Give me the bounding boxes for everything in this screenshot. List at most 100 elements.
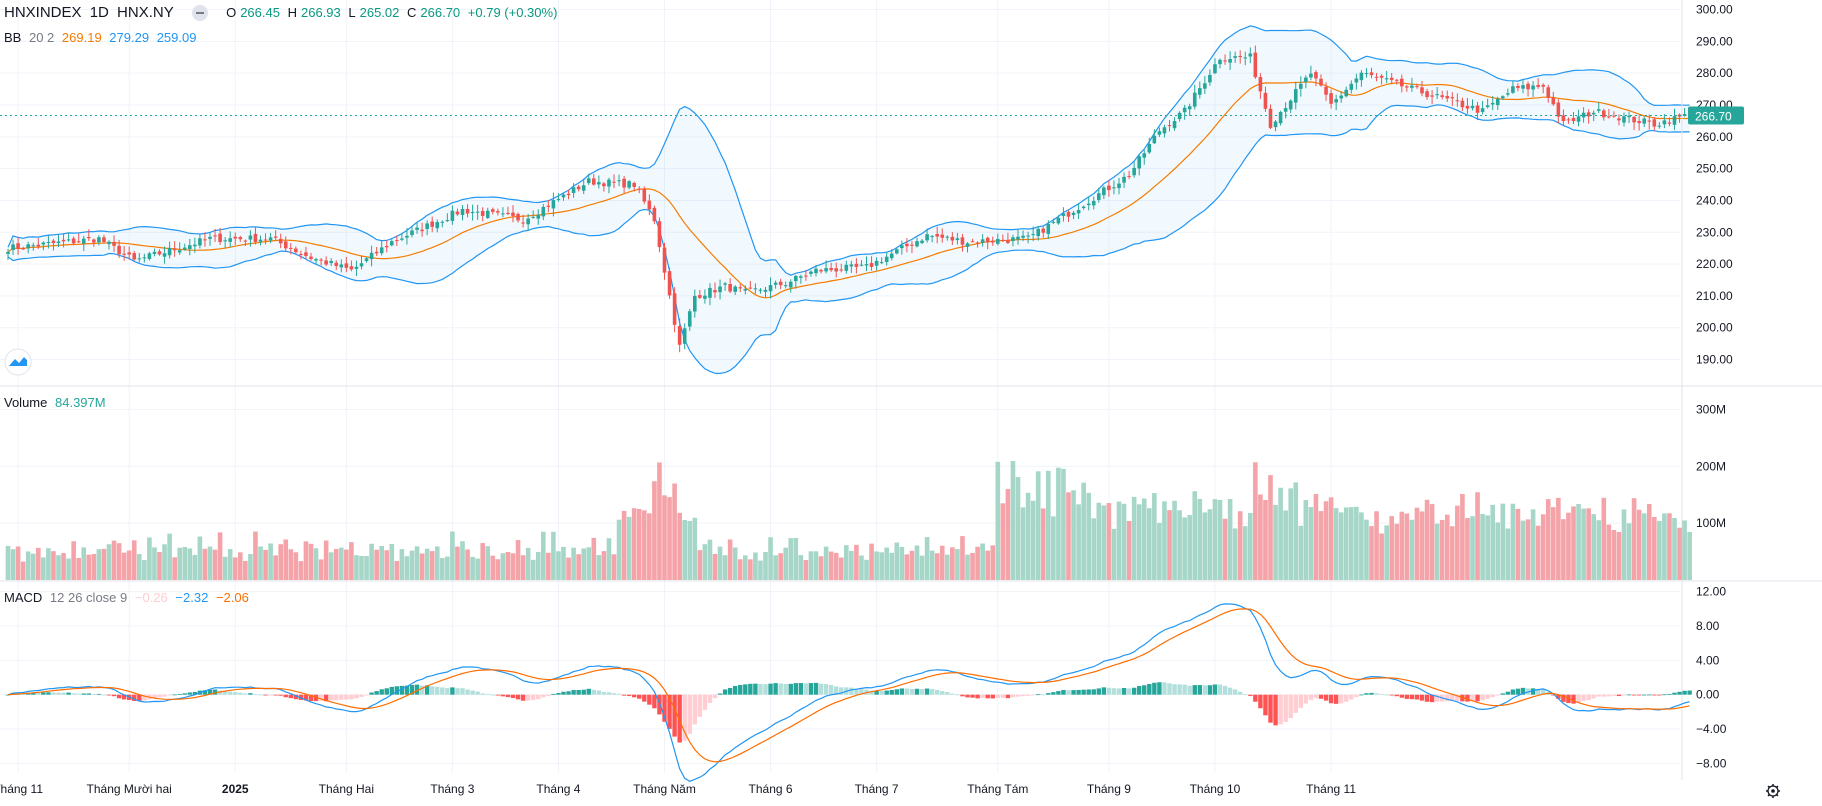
volume-bar [1505,528,1511,580]
candle [743,285,748,295]
volume-bar [414,546,420,580]
candle [753,283,758,294]
ohlc-values: O 266.45 H 266.93 L 265.02 C 266.70 +0.79 (+… [226,5,561,20]
bb-band-fill [8,25,1690,374]
macd-histogram-bar [914,688,920,695]
candle [1511,80,1515,94]
volume-bar [556,551,561,580]
candle [1026,231,1030,244]
volume-bar [137,554,142,580]
volume-bar [409,550,415,580]
candle [925,228,929,243]
candle [1389,73,1394,85]
volume-bar [1005,488,1011,580]
volume-bar [1046,470,1051,580]
candle [1566,117,1571,124]
volume-bar [1212,499,1218,580]
symbol-exchange[interactable]: HNX.NY [117,4,174,21]
macd-histogram-bar [823,684,829,695]
volume-bar [1662,513,1667,580]
collapse-legend-icon[interactable] [191,5,208,22]
candle [6,248,10,260]
candle [87,229,91,242]
volume-bar [111,540,117,580]
candle [97,235,101,246]
candle [809,270,813,277]
macd-histogram-bar [899,688,905,695]
macd-histogram-bar [1066,690,1071,695]
volume-bar [1450,526,1455,580]
macd-histogram-bar [591,689,596,695]
volume-bar [945,554,950,580]
volume-bar [1515,508,1521,580]
candle [1304,75,1308,89]
symbol-interval[interactable]: 1D [89,4,109,21]
macd-histogram-bar [929,689,935,695]
volume-legend[interactable]: Volume 84.397M [4,395,110,410]
volume-bar [914,545,920,580]
candle [647,194,652,216]
macd-histogram-bar [965,694,970,698]
candle [1622,112,1626,127]
macd-histogram-bar [66,692,71,695]
volume-bar [1318,511,1324,580]
candle [1041,226,1046,238]
candle [203,232,207,247]
candle [258,235,263,246]
macd-histogram-bar [36,692,41,695]
candle [122,246,126,261]
macd-legend[interactable]: MACD 12 26 close 9 −0.26 −2.32 −2.06 [4,590,253,605]
macd-histogram-bar [1131,687,1137,695]
volume-bar [1343,507,1349,580]
time-tick-label: Tháng 4 [536,782,580,796]
volume-bar [61,553,66,580]
volume-bar [768,537,773,580]
volume-bar [1056,467,1061,580]
candle [1258,73,1263,99]
open-value: 266.45 [240,5,280,20]
candle [11,239,15,256]
volume-bar [177,547,182,580]
candle [1011,234,1015,247]
candle [460,205,465,221]
macd-histogram-bar [985,694,990,699]
macd-histogram-bar [303,694,309,701]
macd-histogram-bar [253,694,258,696]
macd-histogram-bar [1642,694,1647,696]
settings-gear-icon[interactable] [1766,784,1780,798]
candle [1319,74,1323,87]
volume-bar [197,536,203,580]
volume-bar [1177,510,1182,580]
symbol-name[interactable]: HNXINDEX [4,4,82,21]
macd-histogram-bar [51,692,56,695]
macd-histogram-bar [273,694,278,696]
macd-histogram-bar [1662,694,1667,696]
volume-bar [1379,533,1384,580]
candle [1501,95,1505,101]
candle [278,233,283,249]
tradingview-logo-icon[interactable] [4,348,32,376]
volume-bar [591,537,597,580]
volume-bar [621,510,627,580]
candle [1167,119,1172,132]
candle [1112,180,1116,195]
candle [1031,226,1035,242]
macd-histogram-bar [46,692,51,695]
candle [223,237,227,249]
volume-bar [652,481,657,580]
volume-bar [404,556,410,580]
volume-bar [1253,462,1258,580]
candle [1480,100,1485,115]
bb-legend[interactable]: BB 20 2 269.19 279.29 259.09 [4,30,200,45]
macd-histogram-bar [672,694,677,737]
candle [299,250,303,260]
macd-histogram-bar [1162,682,1167,695]
volume-bar [833,552,839,580]
macd-histogram-bar [1081,689,1086,695]
candle [1288,99,1293,114]
macd-histogram-bar [440,687,445,695]
candle [1016,229,1020,245]
volume-bar [1096,502,1102,580]
